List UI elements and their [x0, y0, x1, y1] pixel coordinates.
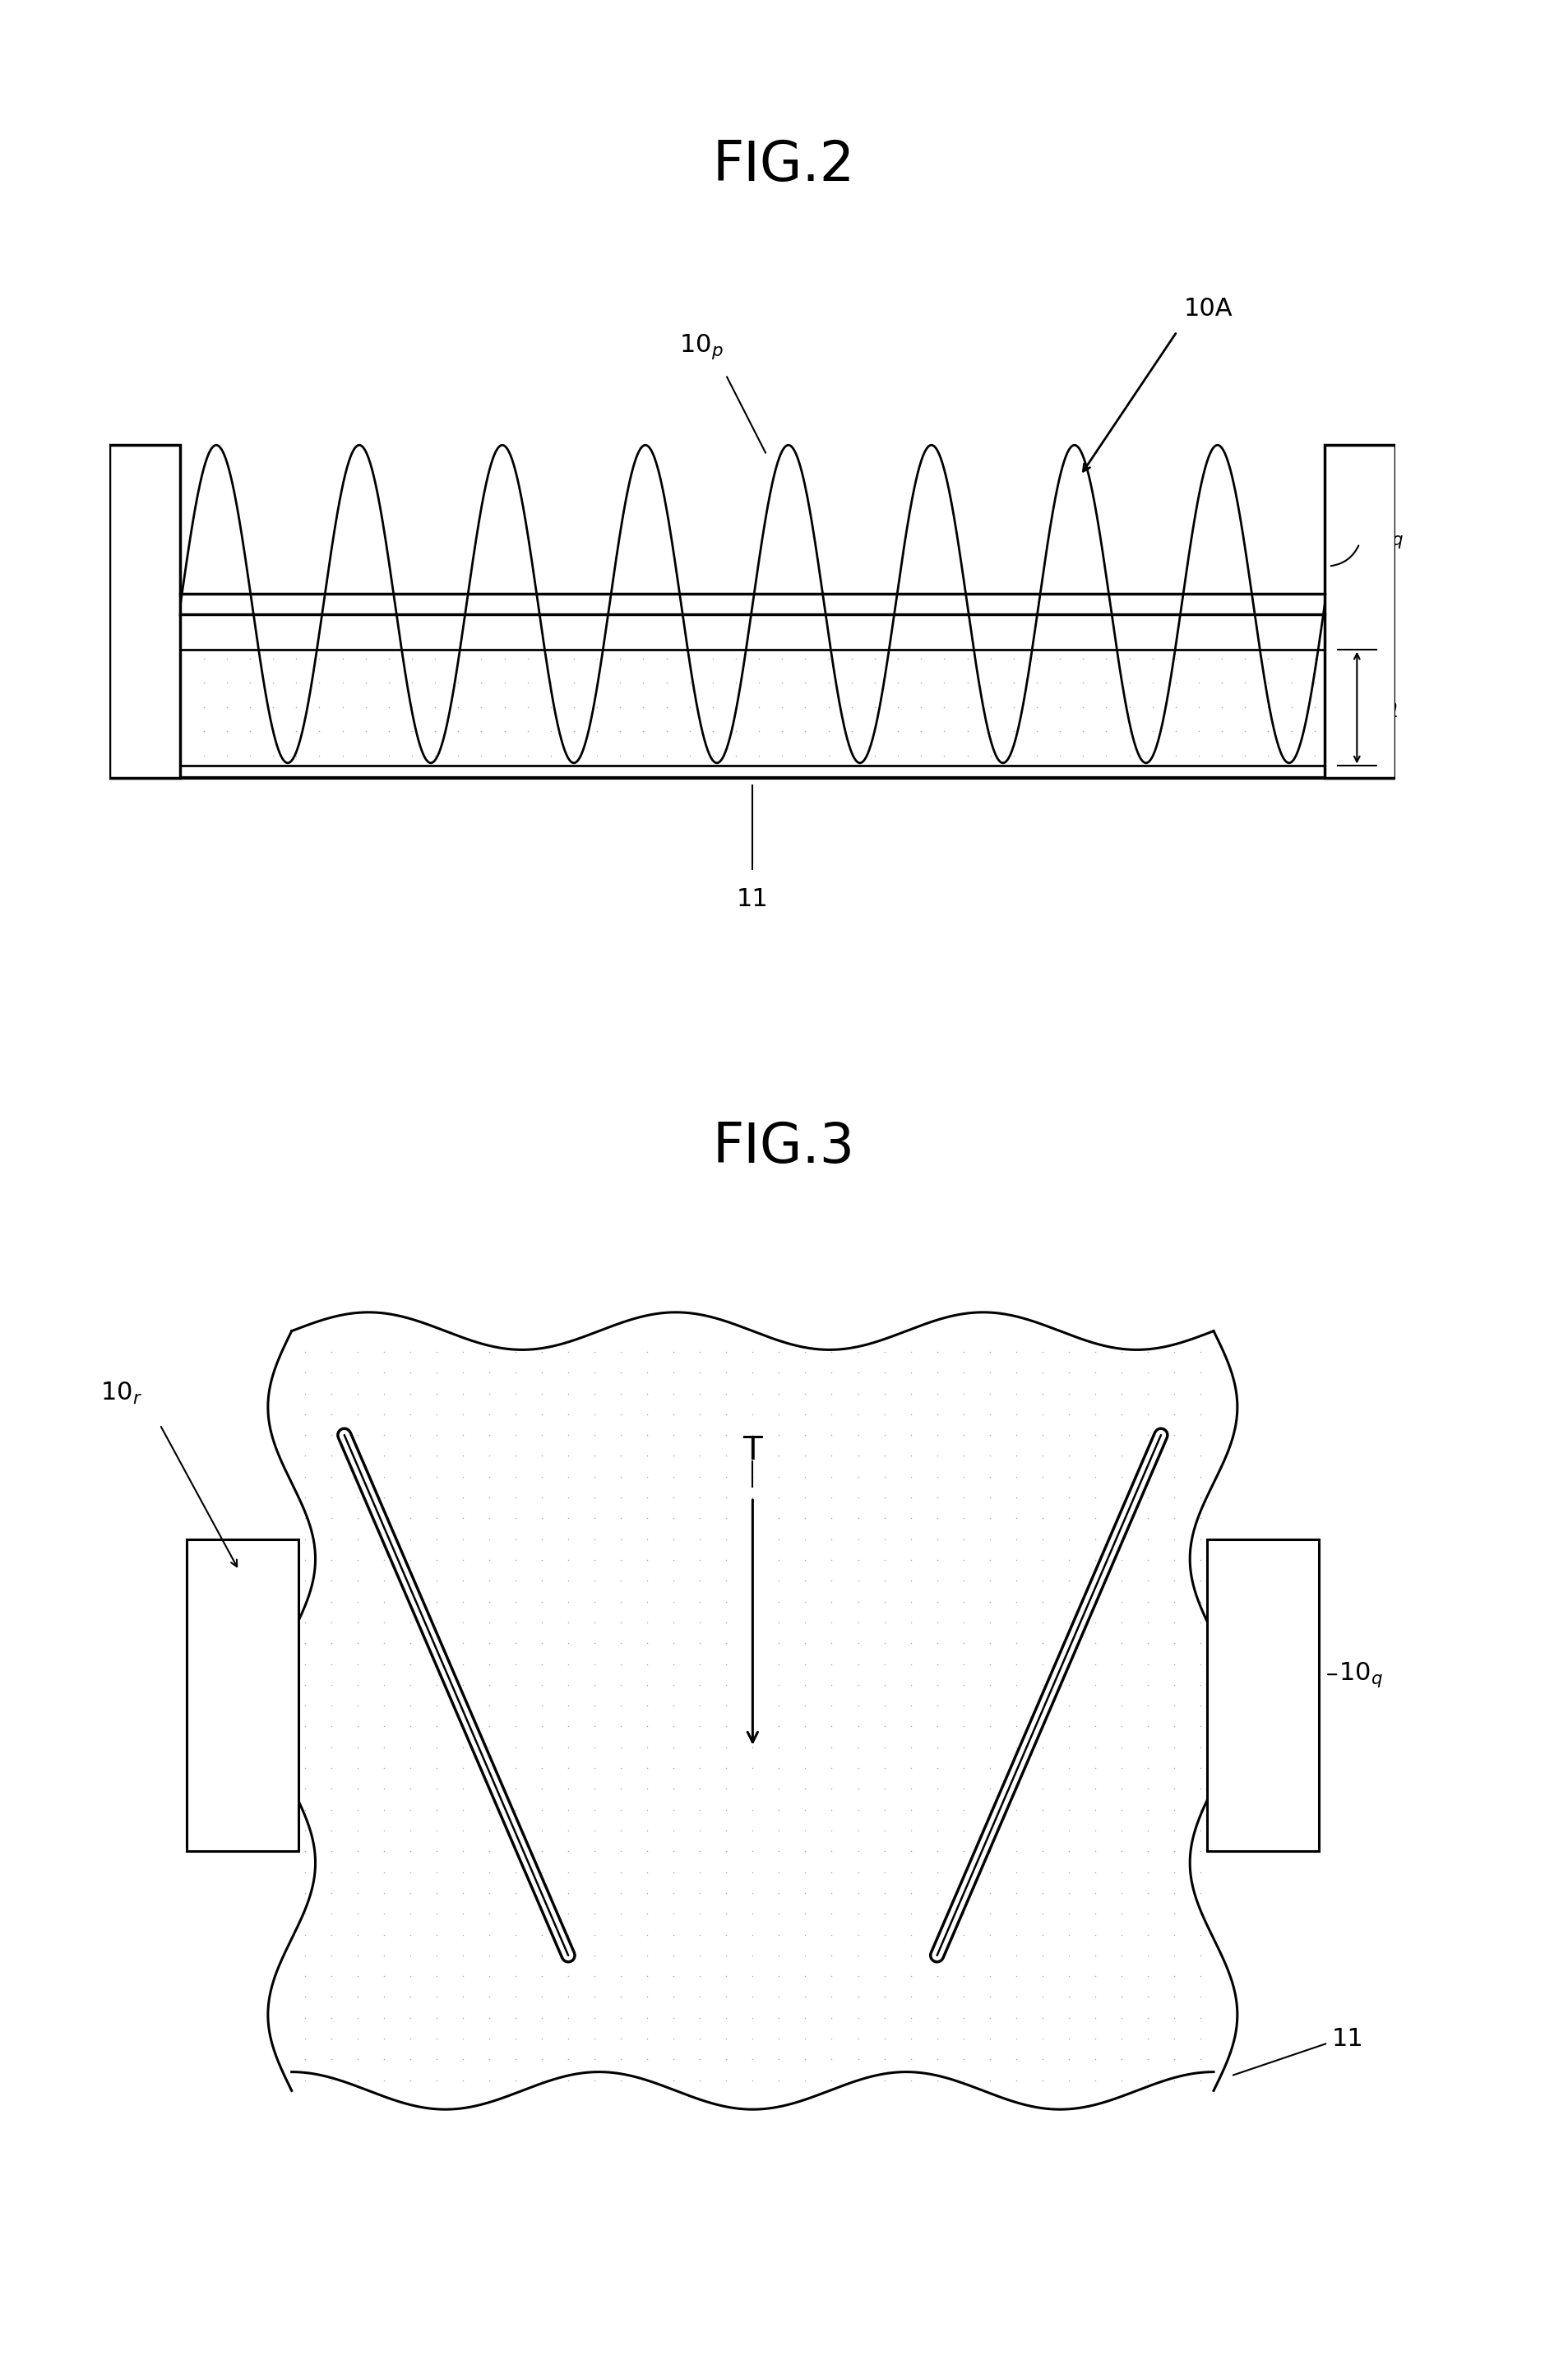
Bar — [1207, 1540, 1319, 1852]
Text: FIG.2: FIG.2 — [713, 140, 855, 192]
Text: 11: 11 — [1333, 2027, 1364, 2050]
Text: $10_q$: $10_q$ — [1339, 1660, 1383, 1689]
Text: $10_q$: $10_q$ — [1359, 523, 1403, 551]
Text: $10_r$: $10_r$ — [100, 1381, 143, 1407]
Text: 10A: 10A — [1184, 298, 1232, 322]
Text: 11: 11 — [737, 887, 768, 911]
Text: h: h — [1380, 695, 1399, 721]
Text: FIG.3: FIG.3 — [713, 1121, 855, 1173]
Bar — [1325, 445, 1396, 778]
Bar — [110, 445, 180, 778]
Text: $10_p$: $10_p$ — [679, 333, 723, 362]
Text: T: T — [743, 1436, 762, 1466]
Bar — [187, 1540, 298, 1852]
